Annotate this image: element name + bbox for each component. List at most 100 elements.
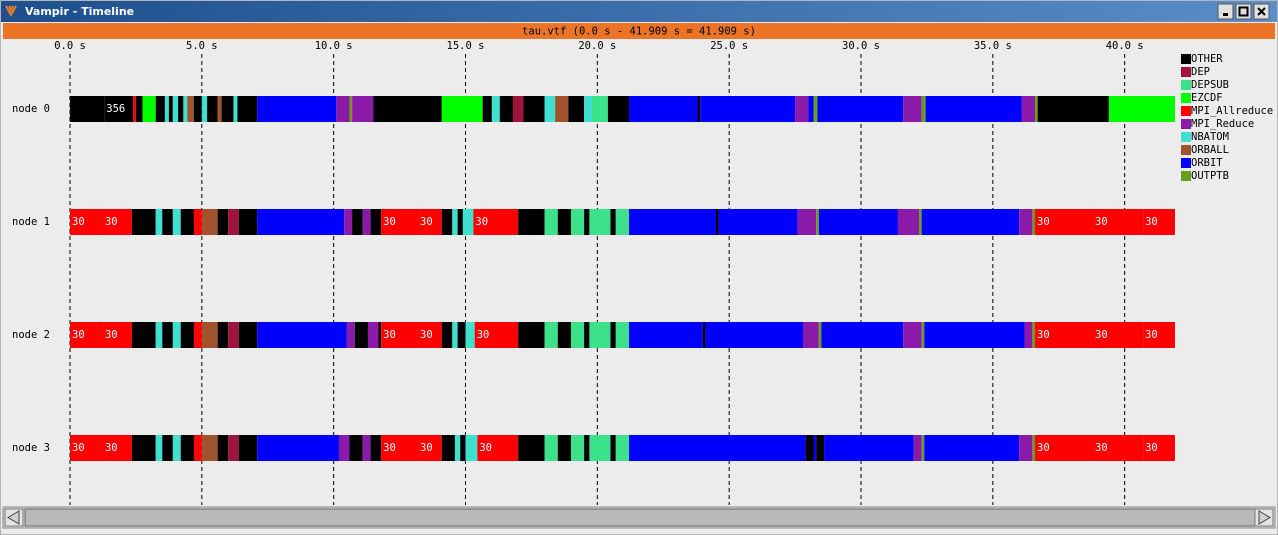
segment-label: 30 [105,329,118,341]
state-segment [700,96,796,122]
state-segment [584,209,590,235]
state-segment [217,435,229,461]
state-segment [381,322,419,348]
state-segment [518,209,545,235]
state-segment [1021,96,1036,122]
legend-label: MPI_Reduce [1191,118,1254,130]
state-segment [1019,435,1033,461]
segment-label: 30 [1145,442,1158,454]
state-segment [921,435,925,461]
state-segment [362,209,371,235]
state-segment [172,209,181,235]
segment-label: 30 [1037,442,1050,454]
state-segment [615,322,629,348]
window-title: Vampir - Timeline [25,5,134,18]
state-segment [808,96,814,122]
state-segment [1035,209,1094,235]
state-segment [162,322,173,348]
state-segment [797,209,817,235]
node-label: node 0 [12,103,50,115]
state-segment [155,435,163,461]
state-segment [705,322,803,348]
state-segment [238,322,258,348]
state-segment [70,96,105,122]
state-segment [104,96,134,122]
state-segment [193,322,202,348]
state-segment [162,435,173,461]
maximize-icon [1238,6,1249,17]
x-tick-label: 35.0 s [974,40,1012,52]
legend-label: DEPSUB [1191,79,1229,91]
state-segment [592,96,608,122]
maximize-button[interactable] [1235,3,1252,20]
title-bar [1,1,1277,22]
state-segment [352,96,374,122]
state-segment [555,96,569,122]
segment-label: 30 [1037,216,1050,228]
state-segment [381,435,419,461]
state-segment [362,435,371,461]
state-segment [1032,209,1036,235]
state-segment [131,209,156,235]
state-segment [1093,322,1144,348]
state-segment [344,209,353,235]
segment-label: 30 [1095,216,1108,228]
grid: 0.0 s 5.0 s 10.0 s 15.0 s 20.0 s 25.0 s 30.0 s… [54,40,1144,505]
legend: OTHERDEPDEPSUBEZCDFMPI_AllreduceMPI_Redu… [1181,53,1273,182]
state-segment [193,209,202,235]
state-segment [1093,209,1144,235]
state-segment [589,435,611,461]
state-segment [795,96,809,122]
x-tick-label: 30.0 s [842,40,880,52]
state-segment [193,435,202,461]
state-segment [1032,435,1036,461]
state-segment [228,209,239,235]
state-segment [457,209,463,235]
segment-label: 30 [477,329,490,341]
segment-label: 30 [383,442,396,454]
state-segment [257,435,339,461]
state-segment [228,435,239,461]
state-segment [349,96,353,122]
state-segment [1035,322,1094,348]
state-segment [180,209,194,235]
x-tick-label: 15.0 s [447,40,485,52]
state-segment [818,322,822,348]
state-segment [805,435,814,461]
state-segment [813,96,818,122]
scroll-thumb[interactable] [24,508,1256,527]
state-segment [257,322,347,348]
state-segment [628,322,703,348]
state-segment [816,209,819,235]
state-segment [584,96,593,122]
state-segment [817,96,904,122]
state-segment [903,96,922,122]
node-label: node 3 [12,442,50,454]
legend-swatch [1181,158,1191,168]
state-segment [257,209,345,235]
segment-label: 30 [72,216,85,228]
state-segment [454,435,461,461]
state-segment [615,435,629,461]
state-segment [628,209,716,235]
state-segment [802,322,819,348]
legend-swatch [1181,54,1191,64]
state-segment [441,435,455,461]
state-segment [381,209,419,235]
state-segment [70,209,103,235]
state-segment [544,209,558,235]
state-segment [168,96,173,122]
legend-swatch [1181,145,1191,155]
legend-swatch [1181,80,1191,90]
legend-label: MPI_Allreduce [1191,105,1273,117]
state-segment [610,322,616,348]
state-segment [102,435,132,461]
minimize-button[interactable] [1217,3,1234,20]
state-segment [135,96,143,122]
legend-label: EZCDF [1191,92,1223,104]
state-segment [518,322,545,348]
state-segment [336,96,350,122]
state-segment [418,322,442,348]
state-segment [557,209,571,235]
state-segment [499,96,513,122]
